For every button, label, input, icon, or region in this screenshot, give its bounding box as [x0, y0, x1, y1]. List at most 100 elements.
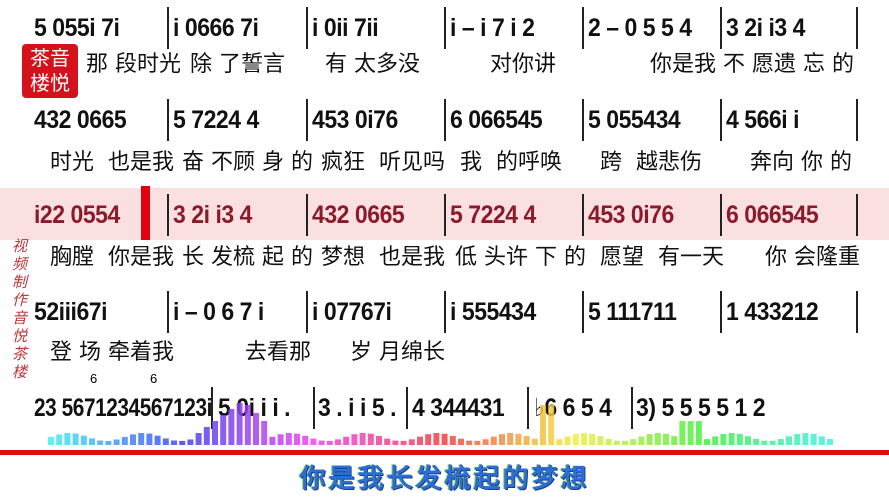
measure: 6 066545 — [726, 201, 819, 229]
lyric-phrase: 跨 越悲伤 — [600, 150, 702, 175]
vertical-credit: 视频制作音悦茶楼 — [12, 237, 28, 381]
measure: 3) 5 5 5 5 1 2 — [636, 394, 766, 422]
bar-line — [582, 194, 584, 236]
measure: i 0666 7i — [173, 14, 259, 42]
tuplet-mark: 6 — [90, 371, 98, 386]
equalizer-bar — [777, 439, 784, 445]
bar-line — [527, 387, 529, 429]
equalizer-bar — [212, 421, 218, 445]
measure: 5 7224 4 — [173, 106, 259, 134]
equalizer-bar — [736, 433, 743, 445]
equalizer-bar — [482, 439, 489, 445]
equalizer-bar — [408, 439, 415, 445]
equalizer-bar — [294, 433, 300, 445]
equalizer-bar — [523, 436, 530, 445]
equalizer-bar — [638, 436, 645, 445]
equalizer-bar — [605, 438, 612, 445]
equalizer-bar — [384, 438, 391, 445]
equalizer-bar — [425, 434, 432, 445]
equalizer-bar — [794, 433, 801, 445]
lyric-phrase: 奔向 你 的 — [750, 150, 852, 175]
equalizer-bar — [695, 421, 702, 445]
equalizer-bar — [474, 440, 481, 445]
measure: 1 433212 — [726, 298, 819, 326]
equalizer-bar — [130, 434, 136, 445]
watermark-seal: 茶音楼悦 — [22, 44, 78, 98]
measure: 432 0665 — [34, 106, 127, 134]
equalizer-bar — [433, 433, 440, 445]
bar-line — [444, 194, 446, 236]
measure: 5 7224 4 — [450, 201, 536, 229]
notation-row: i22 0554 3 2i i3 4 432 0665 5 7224 4 453 0i7… — [0, 194, 889, 236]
lyric-phrase: 低 头许 下 的 — [455, 245, 586, 270]
audio-equalizer — [48, 403, 833, 445]
bar-line — [444, 291, 446, 333]
equalizer-bar — [162, 438, 169, 445]
lyric-row: 登 场 牵着我 去看那 岁 月绵长 — [0, 340, 889, 366]
bar-line — [313, 387, 315, 429]
equalizer-bar — [310, 438, 317, 445]
tuplet-mark: 6 — [150, 371, 158, 386]
equalizer-bar — [56, 434, 63, 445]
equalizer-bar — [613, 440, 620, 445]
bar-line — [211, 387, 213, 429]
equalizer-bar — [679, 421, 686, 445]
equalizer-bar — [392, 440, 399, 445]
bar-line — [306, 194, 308, 236]
equalizer-bar — [687, 421, 694, 445]
equalizer-bar — [228, 409, 235, 445]
equalizer-bar — [646, 434, 653, 445]
equalizer-bar — [64, 433, 71, 445]
equalizer-bar — [704, 439, 710, 445]
equalizer-bar — [97, 440, 104, 445]
equalizer-bar — [654, 433, 661, 445]
equalizer-bar — [417, 436, 423, 445]
equalizer-bar — [597, 436, 604, 445]
equalizer-bar — [556, 439, 563, 445]
lyric-phrase: 去看那 — [245, 340, 312, 365]
measure: 4 566i i — [726, 106, 800, 134]
equalizer-bar — [564, 436, 571, 445]
bar-line — [856, 291, 858, 333]
measure: i – i 7 i 2 — [450, 14, 535, 42]
equalizer-bar — [827, 439, 833, 445]
equalizer-bar — [458, 438, 464, 445]
equalizer-bar — [367, 433, 374, 445]
measure: 453 0i76 — [312, 106, 398, 134]
lyric-phrase: 登 场 牵着我 — [50, 340, 174, 365]
bar-line — [306, 291, 308, 333]
equalizer-bar — [302, 435, 309, 445]
equalizer-bar — [449, 435, 456, 445]
equalizer-bar — [80, 435, 87, 445]
equalizer-bar — [572, 434, 579, 445]
equalizer-bar — [810, 433, 817, 445]
bar-line — [720, 7, 722, 49]
equalizer-bar — [261, 421, 268, 445]
equalizer-bar — [515, 433, 522, 445]
equalizer-bar — [540, 405, 546, 445]
lyric-phrase: 岁 月绵长 — [350, 340, 445, 365]
equalizer-bar — [786, 436, 792, 445]
bar-line — [631, 387, 633, 429]
measure: 5 055434 — [588, 106, 681, 134]
lyric-row: 胸膛 你是我长 发梳 起 的梦想 也是我低 头许 下 的愿望 有一天 你 会隆重 — [0, 245, 889, 271]
playback-cursor — [141, 186, 150, 240]
measure: i – 0 6 7 i — [173, 298, 264, 326]
lyric-phrase: 奋 不顾 身 的 — [182, 150, 313, 175]
measure: 23 5671234567123i — [34, 394, 212, 422]
seal-text: 茶音楼悦 — [30, 46, 70, 95]
equalizer-bar — [548, 405, 555, 445]
measure: 5 111711 — [588, 298, 677, 326]
lyric-caption: 你是我长发梳起的梦想 — [299, 464, 590, 494]
equalizer-bar — [728, 433, 735, 445]
lyric-phrase: 你 会隆重 — [765, 245, 860, 270]
equalizer-bar — [195, 433, 202, 445]
equalizer-bar — [507, 433, 514, 445]
equalizer-bar — [171, 440, 177, 445]
bar-line — [444, 7, 446, 49]
lyric-phrase: 有 太多没 — [325, 52, 420, 77]
lyric-phrase: 胸膛 你是我 — [50, 245, 174, 270]
equalizer-bar — [490, 436, 497, 445]
lyric-phrase: 你是我 不 愿遗 忘 的 — [650, 52, 854, 77]
measure: 52iii67i — [34, 298, 108, 326]
